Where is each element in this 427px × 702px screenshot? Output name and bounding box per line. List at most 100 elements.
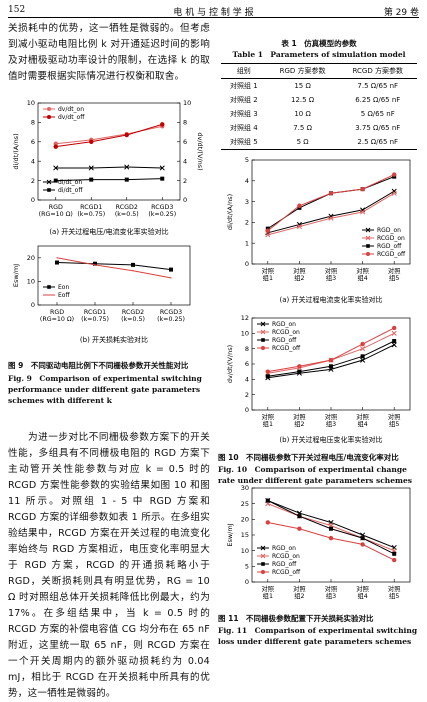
y-tick-label: 4 (245, 177, 249, 185)
table-row: 组别 RGD 方案参数 RCGD 方案参数 (221, 63, 417, 79)
legend-marker (47, 188, 51, 192)
marker (392, 172, 397, 177)
legend-marker (46, 179, 52, 185)
legend-marker (261, 562, 265, 566)
y2-tick-label: 0 (183, 196, 187, 204)
legend-label: RCGD_on (272, 329, 300, 336)
x-tick-label: RCGD2 (k=0.5) (121, 309, 145, 323)
marker (328, 357, 334, 363)
y2-tick-label: 10 (183, 99, 191, 107)
marker (392, 557, 397, 563)
marker (392, 551, 397, 556)
legend-label: dv/dt_off (58, 114, 85, 121)
table-row: 对照组 3 10 Ω 5 Ω/65 nF (221, 107, 417, 121)
x-tick-label: 对照组3 (325, 266, 338, 282)
legend-marker (366, 252, 370, 256)
y-tick-label: 8 (245, 345, 249, 353)
marker (53, 144, 58, 149)
x-tick-label: 对照组1 (262, 412, 275, 428)
marker (360, 209, 366, 215)
table-title-en: Table 1 Parameters of simulation model (232, 50, 406, 59)
marker (89, 177, 94, 182)
plot-frame (37, 102, 181, 201)
y-tick-label: 10 (241, 330, 249, 338)
y-tick-label: 10 (27, 99, 35, 107)
marker (328, 535, 334, 541)
y-tick-label: 12 (241, 314, 249, 322)
y-tick-label: 8 (31, 119, 35, 127)
marker (360, 346, 366, 352)
table-cell: 6.25 Ω/65 nF (355, 96, 401, 104)
y-tick-label: 20 (241, 516, 249, 524)
series-line (56, 257, 172, 279)
table-cell: 对照组 1 (229, 82, 258, 90)
marker (329, 526, 333, 531)
marker (297, 526, 302, 531)
y-tick-label: 6 (245, 360, 249, 368)
figure-caption-cn: 图 11 不同栅极参数配置下开关损耗实验对比 (218, 614, 374, 623)
legend-marker (261, 570, 265, 574)
y-tick-label: 4 (31, 157, 35, 165)
legend-label: RGD_on (272, 321, 296, 328)
legend-label: RGD_on (377, 227, 401, 234)
legend-marker (47, 285, 51, 289)
series-line (55, 123, 163, 148)
x-tick-label: 对照组2 (293, 266, 306, 282)
marker (328, 191, 334, 196)
marker (392, 325, 397, 331)
table-cell: 组别 (221, 63, 267, 79)
table-cell: RGD 方案参数 (266, 63, 339, 79)
x-tick-label: RCGD3 (k=0.25) (148, 204, 176, 218)
table-cell: 7.5 Ω/65 nF (357, 82, 399, 90)
table-cell: 5 Ω/65 nF (360, 110, 395, 118)
point (132, 270, 134, 272)
legend-label: dv/dt_on (58, 106, 84, 113)
legend-label: RCGD_off (272, 569, 301, 576)
chart-caption: (a) 开关过程电流变化率实验对比 (280, 295, 383, 304)
table-cell: 对照组 2 (229, 96, 258, 104)
marker (360, 542, 365, 547)
y-tick-label: 30 (241, 484, 249, 492)
y2-tick-label: 8 (183, 119, 187, 127)
legend-marker (260, 321, 266, 327)
series-line (267, 190, 395, 234)
y2-tick-label: 6 (183, 138, 187, 146)
x-tick-label: RGD (RG=10 Ω) (39, 204, 73, 218)
legend-marker (47, 115, 51, 119)
marker (391, 190, 397, 196)
marker (297, 203, 302, 208)
y-tick-label: 2 (245, 391, 249, 399)
table-row: 对照组 5 5 Ω 2.5 Ω/65 nF (221, 135, 417, 150)
y-tick-label: 2 (245, 219, 249, 227)
y-tick-label: 10 (241, 547, 249, 555)
marker (392, 339, 397, 343)
y-tick-label: 0 (245, 406, 249, 414)
x-tick-label: 对照组1 (262, 266, 275, 282)
marker (265, 369, 270, 374)
chart-caption: (b) 开关损耗实验对比 (80, 335, 148, 344)
legend-marker (261, 338, 265, 342)
table-cell: 2.5 Ω/65 nF (357, 138, 399, 146)
x-tick-label: 对照组5 (388, 584, 401, 600)
marker (53, 178, 58, 183)
x-tick-label: RCGD2 (k=0.5) (115, 204, 139, 218)
figure-caption-cn: 图 10 不同栅极参数下开关过程电压/电流变化率对比 (218, 453, 399, 462)
y-tick-label: 5 (245, 156, 249, 164)
y-tick-label: 0 (245, 260, 249, 268)
marker (53, 165, 59, 171)
table-cell: 12.5 Ω (291, 96, 315, 104)
x-tick-label: RCGD1 (k=0.75) (81, 309, 109, 323)
x-tick-label: 对照组5 (388, 266, 401, 282)
marker (55, 260, 59, 265)
series-line (55, 178, 163, 182)
table-cell: 15 Ω (294, 82, 311, 90)
marker (360, 536, 365, 541)
marker (124, 132, 129, 138)
header-rule (8, 17, 419, 18)
marker (169, 267, 173, 272)
table-title-cn: 表 1 仿真模型的参数 (281, 39, 357, 48)
marker (124, 177, 129, 182)
marker (93, 261, 97, 266)
page-number: 152 (8, 5, 26, 15)
